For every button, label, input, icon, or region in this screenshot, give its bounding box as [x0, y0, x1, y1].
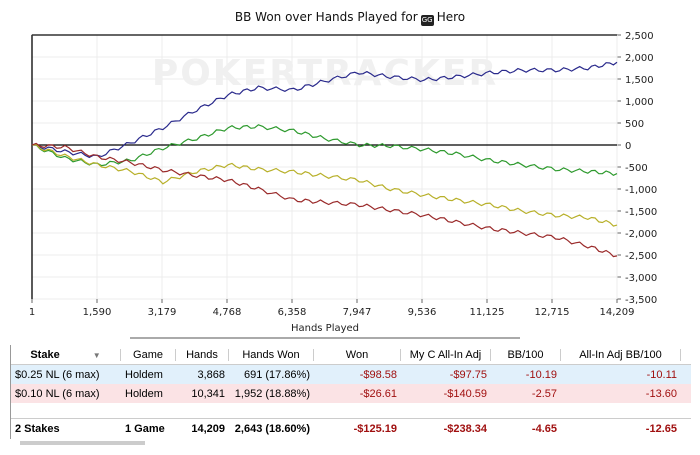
series-line-yellow: [31, 143, 618, 227]
x-tick-label: 1,590: [83, 307, 112, 318]
x-tick-label: 12,715: [535, 307, 570, 318]
horizontal-scrollbar[interactable]: [20, 441, 145, 445]
cell: 1,952 (18.88%): [234, 387, 310, 400]
col-allin-adj[interactable]: My C All-In Adj: [401, 348, 491, 361]
cell: -$140.59: [443, 387, 487, 400]
chart-title-text: BB Won over Hands Played for: [234, 10, 418, 24]
cell: 1 Game: [125, 423, 165, 435]
series-line-green: [31, 124, 618, 177]
cell: -$125.19: [353, 423, 397, 435]
series-line-red: [31, 142, 618, 258]
y-tick-label: 2,000: [625, 53, 654, 64]
y-tick-label: 0: [625, 141, 631, 152]
cell: Holdem: [125, 368, 163, 381]
cell: -$238.34: [443, 423, 487, 435]
col-allin-bb100[interactable]: All-In Adj BB/100: [561, 348, 681, 361]
x-axis-label: Hands Played: [291, 323, 359, 334]
cell: -10.19: [525, 368, 557, 381]
cell: 14,209: [191, 423, 225, 435]
cell: $0.25 NL (6 max): [15, 368, 100, 381]
stats-table: Stake ▼ Game Hands Hands Won Won My C Al…: [10, 345, 691, 439]
col-bb100[interactable]: BB/100: [491, 348, 561, 361]
sort-dropdown-icon[interactable]: ▼: [92, 350, 101, 360]
x-tick-label: 3,179: [148, 307, 177, 318]
x-tick-label: 11,125: [470, 307, 505, 318]
y-tick-label: 500: [625, 119, 644, 130]
watermark: POKERTRACKER: [152, 53, 498, 94]
y-tick-label: -3,500: [625, 295, 657, 306]
col-stake[interactable]: Stake ▼: [11, 348, 121, 361]
cell: 3,868: [197, 368, 225, 381]
col-hands-won[interactable]: Hands Won: [229, 348, 314, 361]
bb-won-chart: POKERTRACKER 2,500 2,000 1,500 1,000 500 0 -50…: [29, 31, 657, 339]
cell: 10,341: [191, 387, 225, 400]
col-game[interactable]: Game: [121, 348, 176, 361]
cell: -$98.58: [359, 368, 397, 381]
table-row[interactable]: $0.10 NL (6 max) Holdem 10,341 1,952 (18.88…: [11, 384, 691, 403]
x-tick-label: 9,536: [408, 307, 437, 318]
cell: -$26.61: [359, 387, 397, 400]
site-logo-icon: GG: [420, 15, 434, 26]
cell: $0.10 NL (6 max): [15, 387, 100, 400]
x-tick-label: 4,768: [213, 307, 242, 318]
y-tick-label: 1,000: [625, 97, 654, 108]
player-name: Hero: [436, 10, 466, 24]
y-tick-label: -2,000: [625, 229, 657, 240]
y-tick-label: -2,500: [625, 251, 657, 262]
x-tick-label: 14,209: [600, 307, 635, 318]
x-tick-label: 7,947: [343, 307, 372, 318]
y-tick-label: 1,500: [625, 75, 654, 86]
y-tick-label: 2,500: [625, 31, 654, 42]
chart-title: BB Won over Hands Played for GG Hero: [0, 10, 700, 26]
y-tick-label: -1,000: [625, 185, 657, 196]
cell: -2.57: [531, 387, 557, 400]
x-tick-label: 1: [29, 307, 35, 318]
cell: 691 (17.86%): [243, 368, 310, 381]
y-tick-label: -3,000: [625, 273, 657, 284]
col-won[interactable]: Won: [314, 348, 401, 361]
table-header: Stake ▼ Game Hands Hands Won Won My C Al…: [11, 345, 691, 365]
col-hands[interactable]: Hands: [176, 348, 229, 361]
table-row[interactable]: $0.25 NL (6 max) Holdem 3,868 691 (17.86%) -…: [11, 365, 691, 384]
y-tick-label: -500: [625, 163, 648, 174]
cell: -10.11: [646, 368, 677, 381]
series-line-blue: [31, 61, 618, 159]
x-tick-label: 6,358: [278, 307, 307, 318]
totals-row: 2 Stakes 1 Game 14,209 2,643 (18.60%) -$125.…: [11, 418, 691, 439]
cell: -12.65: [645, 423, 677, 435]
cell: -$97.75: [449, 368, 487, 381]
cell: 2 Stakes: [15, 423, 60, 435]
y-tick-label: -1,500: [625, 207, 657, 218]
cell: 2,643 (18.60%): [234, 423, 310, 435]
cell: Holdem: [125, 387, 163, 400]
cell: -13.60: [645, 387, 677, 400]
cell: -4.65: [531, 423, 557, 435]
